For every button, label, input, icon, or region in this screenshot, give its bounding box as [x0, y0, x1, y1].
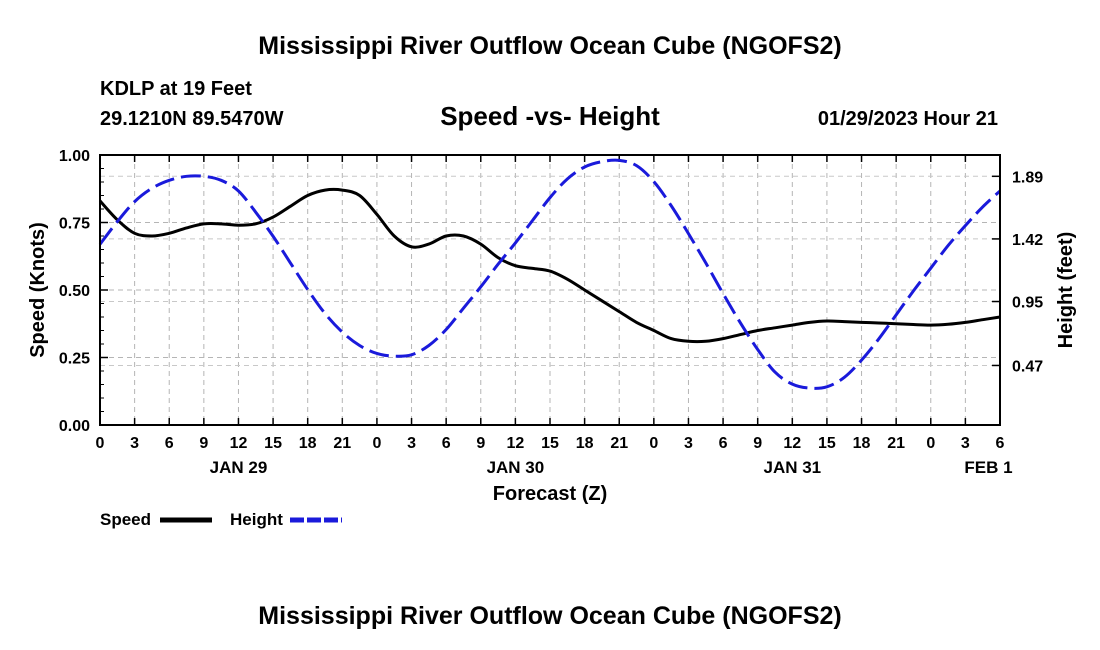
x-tick-label: 12	[783, 435, 801, 452]
legend: Speed Height	[100, 510, 342, 529]
y2-tick-label: 1.42	[1012, 232, 1043, 249]
x-tick-label: 6	[442, 435, 451, 452]
x-tick-label: 9	[753, 435, 762, 452]
y-tick-label: 0.25	[59, 351, 90, 368]
x-tick-label: 15	[818, 435, 836, 452]
y-tick-label: 1.00	[59, 148, 90, 165]
coords-label: 29.1210N 89.5470W	[100, 108, 284, 130]
y2-tick-label: 0.47	[1012, 358, 1043, 375]
legend-label-height: Height	[230, 510, 283, 529]
x-tick-label: 9	[199, 435, 208, 452]
x-tick-label: 3	[130, 435, 139, 452]
chart-subtitle: Speed -vs- Height	[440, 101, 660, 131]
day-label: JAN 31	[763, 458, 821, 477]
x-tick-label: 12	[506, 435, 524, 452]
y-tick-label: 0.50	[59, 283, 90, 300]
x-tick-label: 18	[853, 435, 871, 452]
day-label: JAN 30	[487, 458, 545, 477]
x-tick-label: 9	[476, 435, 485, 452]
x-tick-label: 6	[165, 435, 174, 452]
x-axis-label: Forecast (Z)	[493, 483, 607, 505]
y2-tick-label: 0.95	[1012, 295, 1043, 312]
series-layer	[98, 158, 1002, 390]
y-tick-label: 0.75	[59, 216, 90, 233]
y2-tick-label: 1.89	[1012, 169, 1043, 186]
x-tick-label: 15	[541, 435, 559, 452]
y-axis-label: Speed (Knots)	[27, 222, 49, 358]
day-label: FEB 1	[964, 458, 1012, 477]
footer-title: Mississippi River Outflow Ocean Cube (NG…	[258, 602, 841, 630]
x-tick-label: 12	[230, 435, 248, 452]
x-tick-label: 3	[684, 435, 693, 452]
y-tick-label: 0.00	[59, 418, 90, 435]
x-tick-label: 21	[610, 435, 628, 452]
legend-label-speed: Speed	[100, 510, 151, 529]
plot-frame	[99, 154, 1001, 426]
chart-title: Mississippi River Outflow Ocean Cube (NG…	[258, 32, 841, 60]
series-line-height	[98, 158, 1002, 390]
x-tick-label: 18	[576, 435, 594, 452]
day-label: JAN 29	[210, 458, 268, 477]
y2-axis-label: Height (feet)	[1055, 232, 1077, 349]
x-tick-label: 3	[961, 435, 970, 452]
x-tick-label: 6	[719, 435, 728, 452]
timestamp-label: 01/29/2023 Hour 21	[818, 108, 998, 130]
x-tick-label: 3	[407, 435, 416, 452]
x-tick-label: 18	[299, 435, 317, 452]
x-tick-label: 0	[96, 435, 105, 452]
x-tick-label: 0	[649, 435, 658, 452]
x-tick-label: 0	[372, 435, 381, 452]
station-label: KDLP at 19 Feet	[100, 78, 252, 100]
x-tick-label: 6	[996, 435, 1005, 452]
x-tick-label: 15	[264, 435, 282, 452]
x-tick-label: 0	[926, 435, 935, 452]
x-tick-label: 21	[887, 435, 905, 452]
x-tick-label: 21	[333, 435, 351, 452]
series-line-speed	[98, 187, 1001, 344]
